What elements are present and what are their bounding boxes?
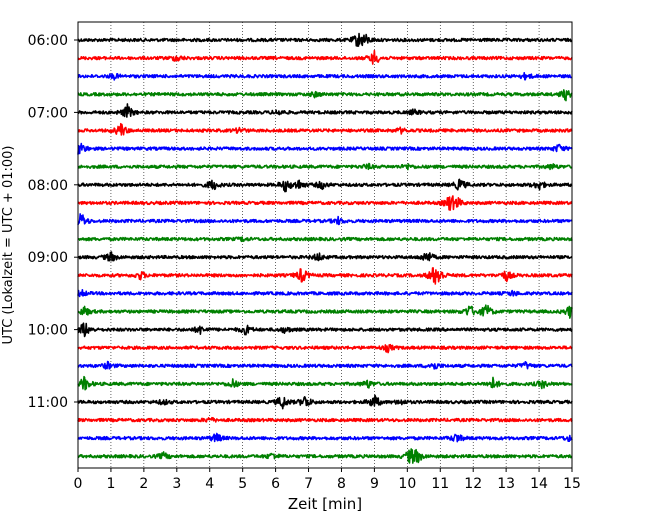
x-axis: 0 1 2 3 4 5 6 7 8 9 10 11 12 13 14 15 [74,468,581,492]
trace-0645 [77,89,573,102]
x-tick-label-12: 12 [464,476,482,492]
trace-0615 [77,49,573,65]
trace-0830 [77,213,573,226]
x-tick-label-13: 13 [497,476,515,492]
trace-0815 [77,195,573,212]
trace-0715 [77,122,573,136]
x-axis-label: Zeit [min] [288,495,362,513]
trace-0800 [77,178,573,193]
y-tick-label-3: 09:00 [28,250,68,266]
y-tick-label-5: 11:00 [28,395,68,411]
x-tick-label-5: 5 [238,476,247,492]
trace-0700 [77,103,573,118]
y-tick-label-2: 08:00 [28,178,68,194]
trace-1100 [77,394,573,410]
y-tick-label-4: 10:00 [28,323,68,339]
trace-0600 [77,32,573,47]
trace-0915 [77,267,573,285]
y-axis: 06:00 07:00 08:00 09:00 10:00 11:00 [28,33,78,411]
x-tick-label-10: 10 [398,476,416,492]
grid-layer [110,22,540,468]
x-tick-label-1: 1 [106,476,115,492]
x-tick-label-8: 8 [337,476,346,492]
x-tick-label-11: 11 [431,476,449,492]
x-tick-label-0: 0 [74,476,83,492]
x-tick-label-14: 14 [530,476,548,492]
plot-frame [77,21,573,469]
trace-0845 [77,236,573,243]
y-tick-label-1: 07:00 [28,105,68,121]
trace-0945 [77,304,573,319]
trace-1115 [77,416,573,423]
trace-1145 [77,448,573,464]
x-tick-label-6: 6 [271,476,280,492]
trace-0630 [77,71,573,81]
trace-1045 [77,375,573,391]
y-axis-label: UTC (Lokalzeit = UTC + 01:00) [1,146,16,345]
trace-1000 [77,322,573,338]
x-tick-label-15: 15 [563,476,581,492]
x-tick-label-9: 9 [370,476,379,492]
x-tick-label-7: 7 [304,476,313,492]
trace-1015 [77,343,573,354]
trace-1130 [77,432,573,443]
trace-0730 [77,142,573,155]
x-tick-label-4: 4 [205,476,214,492]
trace-1030 [77,360,573,370]
trace-0900 [77,251,573,262]
x-tick-label-3: 3 [172,476,181,492]
x-tick-label-2: 2 [139,476,148,492]
y-tick-label-0: 06:00 [28,33,68,49]
trace-0930 [77,288,573,298]
traces-layer [77,32,573,464]
trace-0745 [77,162,573,171]
